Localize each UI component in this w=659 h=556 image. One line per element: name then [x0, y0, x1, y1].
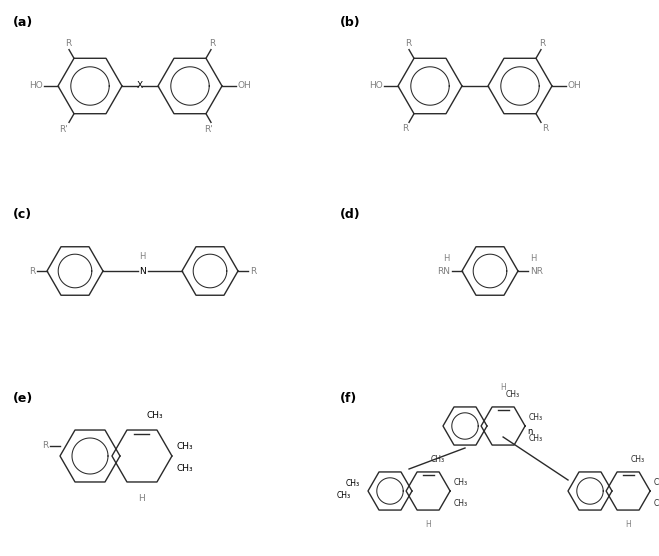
Text: R: R [250, 266, 256, 276]
Text: CH₃: CH₃ [454, 478, 469, 487]
Text: H: H [425, 520, 431, 529]
Text: CH₃: CH₃ [177, 442, 194, 451]
Text: CH₃: CH₃ [529, 434, 543, 443]
Text: X: X [137, 82, 143, 91]
Text: OH: OH [237, 82, 251, 91]
Text: R: R [209, 39, 215, 48]
Text: R': R' [204, 125, 212, 134]
Text: CH₃: CH₃ [147, 411, 163, 420]
Text: H: H [530, 254, 536, 263]
Text: NR: NR [530, 266, 543, 276]
Text: R: R [405, 39, 411, 48]
Text: CH₃: CH₃ [454, 499, 469, 508]
Text: CH₃: CH₃ [631, 455, 645, 464]
Text: RN: RN [437, 266, 450, 276]
Text: (a): (a) [13, 16, 33, 29]
Text: (f): (f) [340, 392, 357, 405]
Text: CH₃: CH₃ [346, 479, 360, 488]
Text: H: H [500, 383, 506, 392]
Text: (b): (b) [340, 16, 360, 29]
Text: R: R [29, 266, 35, 276]
Text: CH₃: CH₃ [654, 478, 659, 487]
Text: H: H [625, 520, 631, 529]
Text: R: R [65, 39, 71, 48]
Text: CH₃: CH₃ [177, 464, 194, 473]
Text: H: H [444, 254, 450, 263]
Text: (d): (d) [340, 208, 360, 221]
Text: H: H [138, 494, 146, 503]
Text: R: R [402, 124, 408, 133]
Text: R: R [42, 441, 48, 450]
Text: CH₃: CH₃ [431, 455, 445, 464]
Text: (e): (e) [13, 392, 33, 405]
Text: (c): (c) [13, 208, 32, 221]
Text: OH: OH [567, 82, 581, 91]
Text: CH₃: CH₃ [529, 413, 543, 422]
Text: CH₃: CH₃ [506, 390, 520, 399]
Text: R: R [542, 124, 548, 133]
Text: R': R' [59, 125, 67, 134]
Text: CH₃: CH₃ [336, 492, 351, 500]
Text: R: R [539, 39, 545, 48]
Text: H: H [139, 252, 146, 261]
Text: HO: HO [369, 82, 383, 91]
Text: HO: HO [29, 82, 43, 91]
Text: n: n [527, 426, 532, 435]
Text: CH₃: CH₃ [654, 499, 659, 508]
Text: N: N [139, 266, 146, 276]
